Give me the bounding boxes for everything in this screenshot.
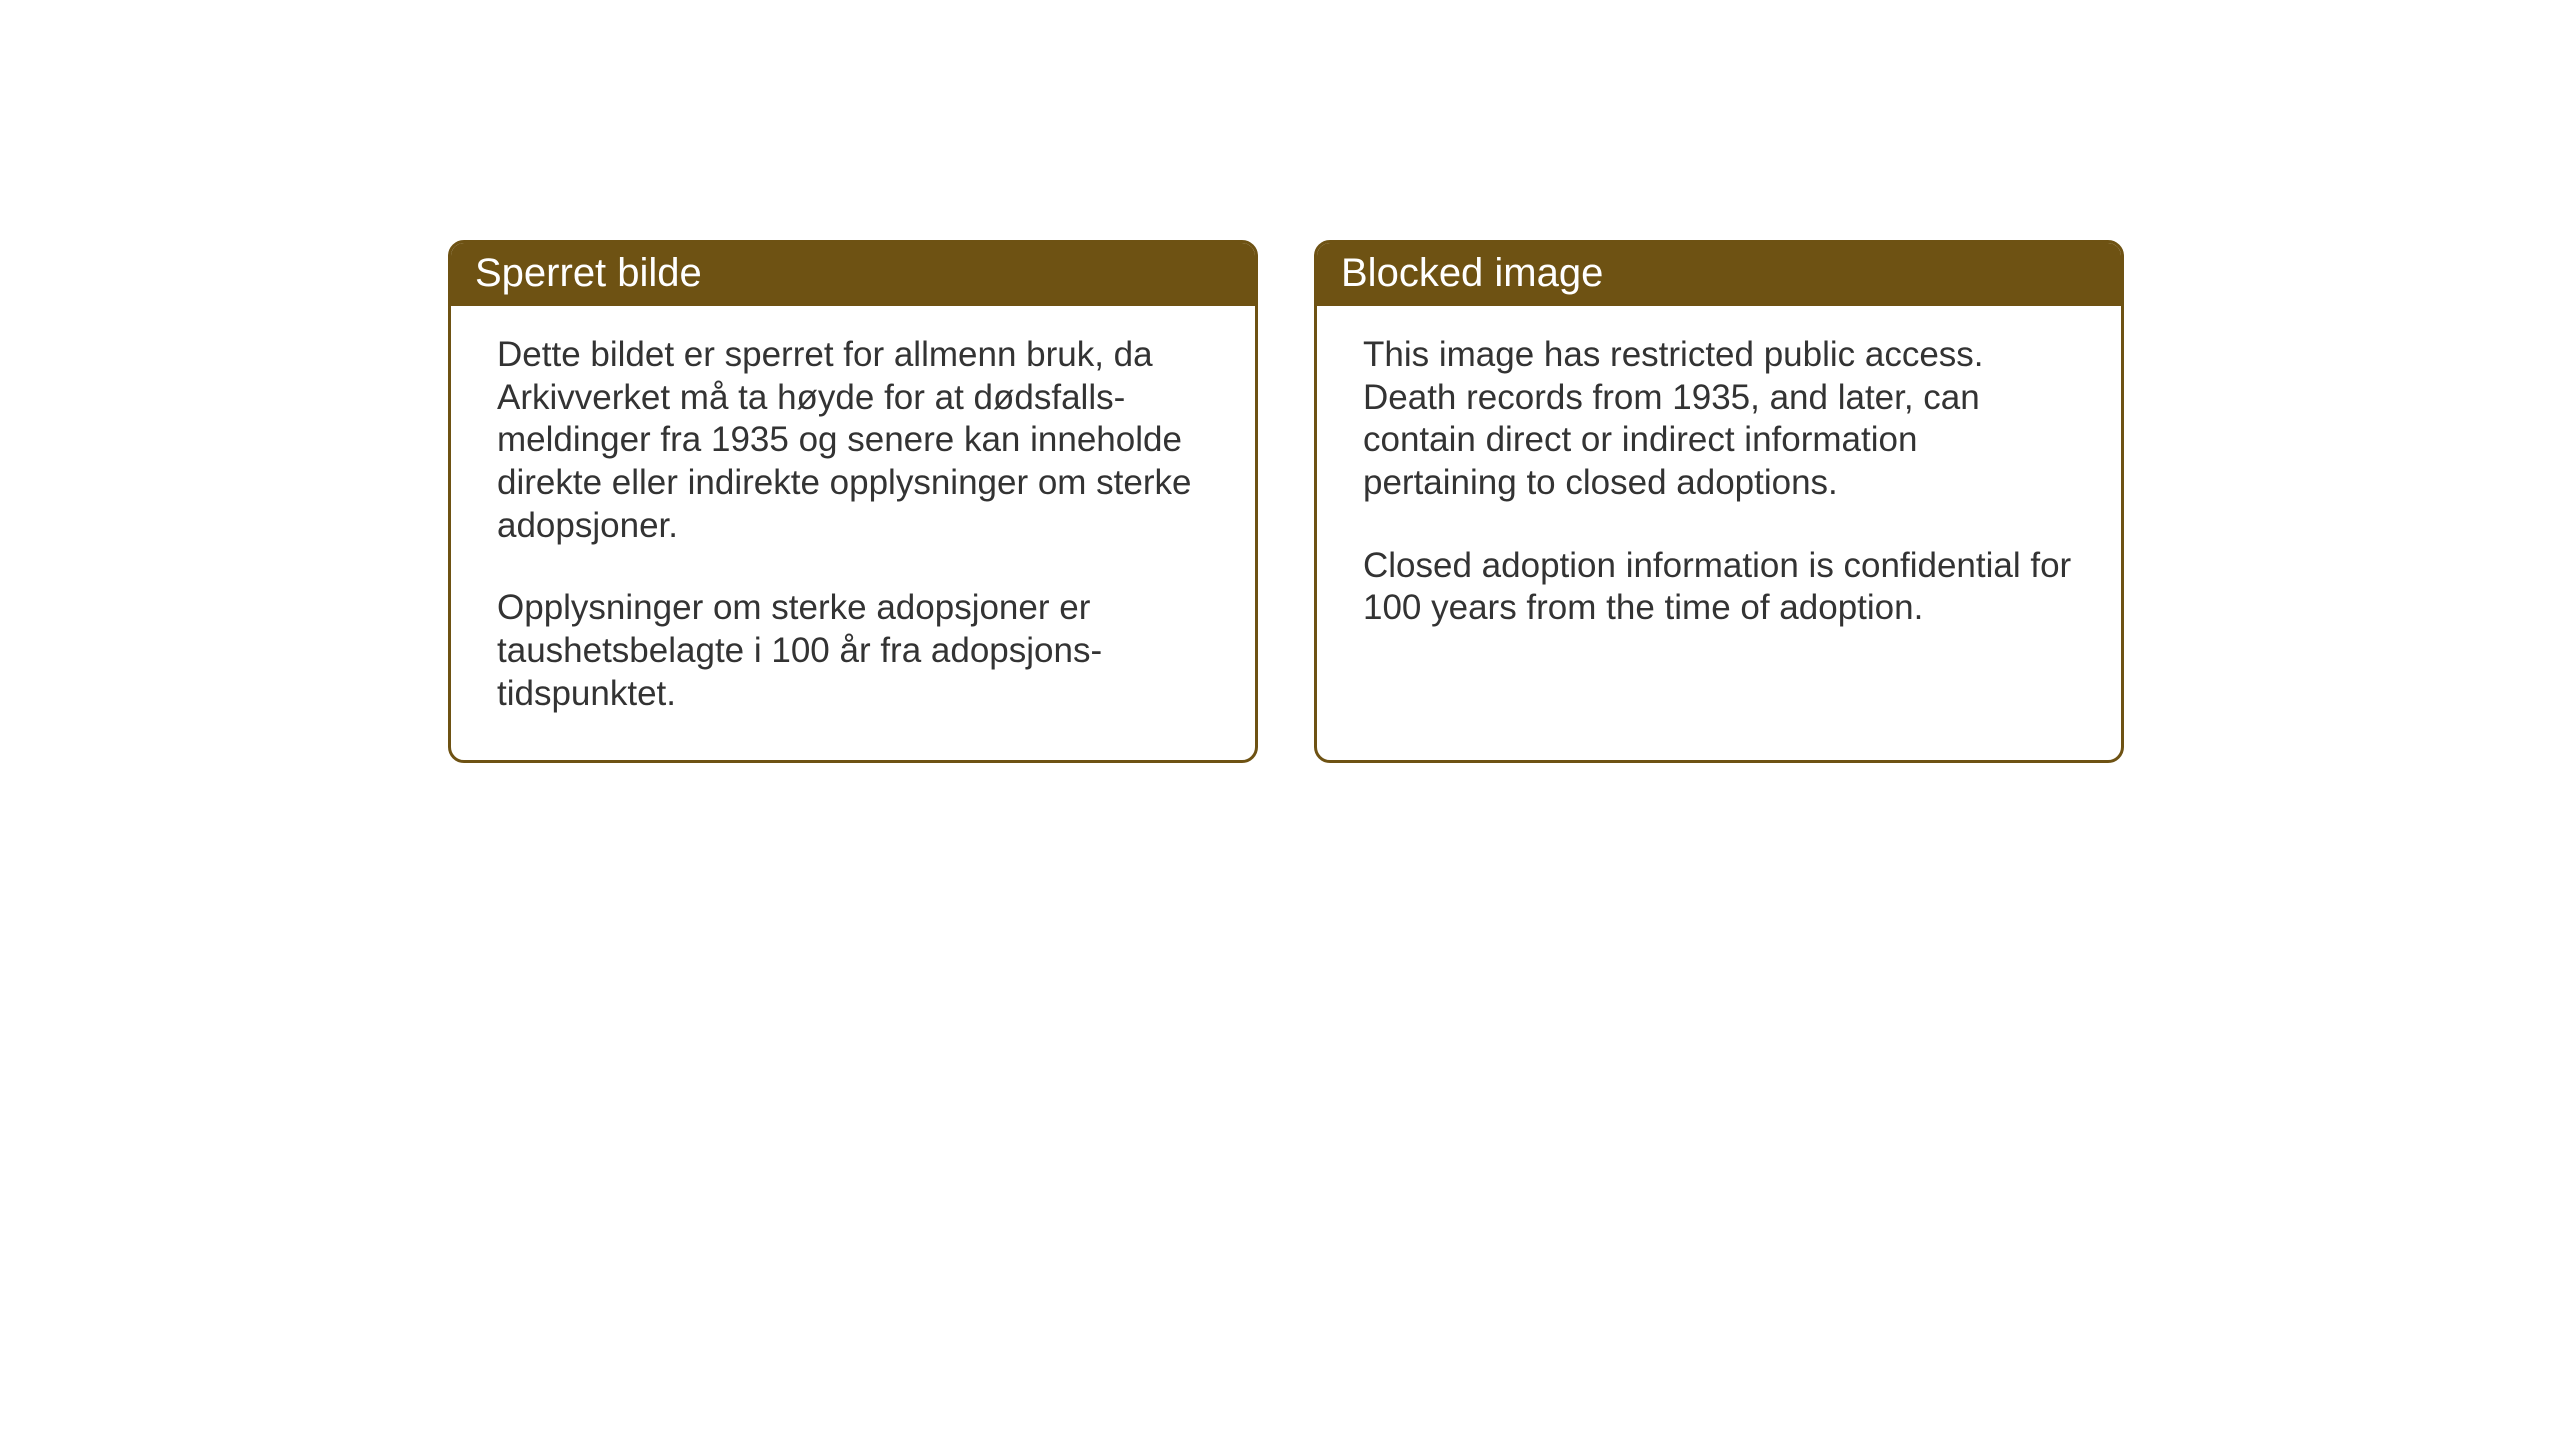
paragraph-text: Opplysninger om sterke adopsjoner er tau…: [497, 587, 1209, 715]
card-header-english: Blocked image: [1317, 243, 2121, 306]
card-body-english: This image has restricted public access.…: [1317, 306, 2121, 674]
paragraph-text: Closed adoption information is confident…: [1363, 545, 2075, 630]
notice-container: Sperret bilde Dette bildet er sperret fo…: [448, 240, 2124, 763]
card-body-norwegian: Dette bildet er sperret for allmenn bruk…: [451, 306, 1255, 760]
paragraph-text: This image has restricted public access.…: [1363, 334, 2075, 505]
card-header-norwegian: Sperret bilde: [451, 243, 1255, 306]
notice-card-norwegian: Sperret bilde Dette bildet er sperret fo…: [448, 240, 1258, 763]
paragraph-text: Dette bildet er sperret for allmenn bruk…: [497, 334, 1209, 547]
notice-card-english: Blocked image This image has restricted …: [1314, 240, 2124, 763]
